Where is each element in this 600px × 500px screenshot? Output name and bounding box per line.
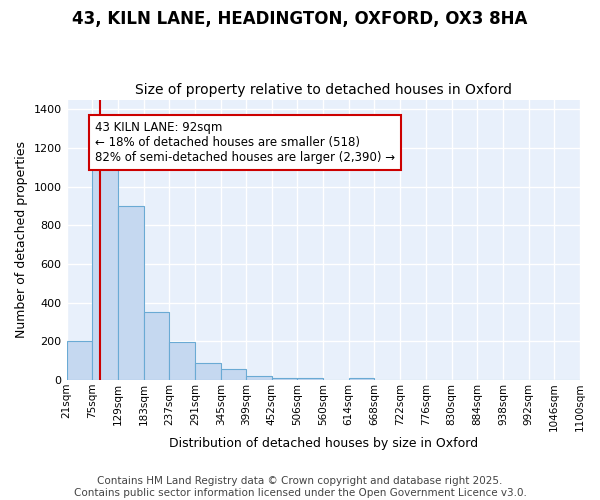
Title: Size of property relative to detached houses in Oxford: Size of property relative to detached ho… xyxy=(135,83,512,97)
Y-axis label: Number of detached properties: Number of detached properties xyxy=(15,142,28,338)
Bar xyxy=(195,362,221,380)
Text: 43 KILN LANE: 92sqm
← 18% of detached houses are smaller (518)
82% of semi-detac: 43 KILN LANE: 92sqm ← 18% of detached ho… xyxy=(95,121,395,164)
Bar xyxy=(349,378,374,380)
Bar xyxy=(118,206,143,380)
Bar xyxy=(298,378,323,380)
Bar xyxy=(169,342,195,380)
Bar xyxy=(67,342,92,380)
Text: 43, KILN LANE, HEADINGTON, OXFORD, OX3 8HA: 43, KILN LANE, HEADINGTON, OXFORD, OX3 8… xyxy=(73,10,527,28)
Bar xyxy=(272,378,298,380)
Text: Contains HM Land Registry data © Crown copyright and database right 2025.
Contai: Contains HM Land Registry data © Crown c… xyxy=(74,476,526,498)
Bar xyxy=(92,162,118,380)
Bar xyxy=(221,369,247,380)
Bar xyxy=(247,376,272,380)
Bar xyxy=(143,312,169,380)
X-axis label: Distribution of detached houses by size in Oxford: Distribution of detached houses by size … xyxy=(169,437,478,450)
